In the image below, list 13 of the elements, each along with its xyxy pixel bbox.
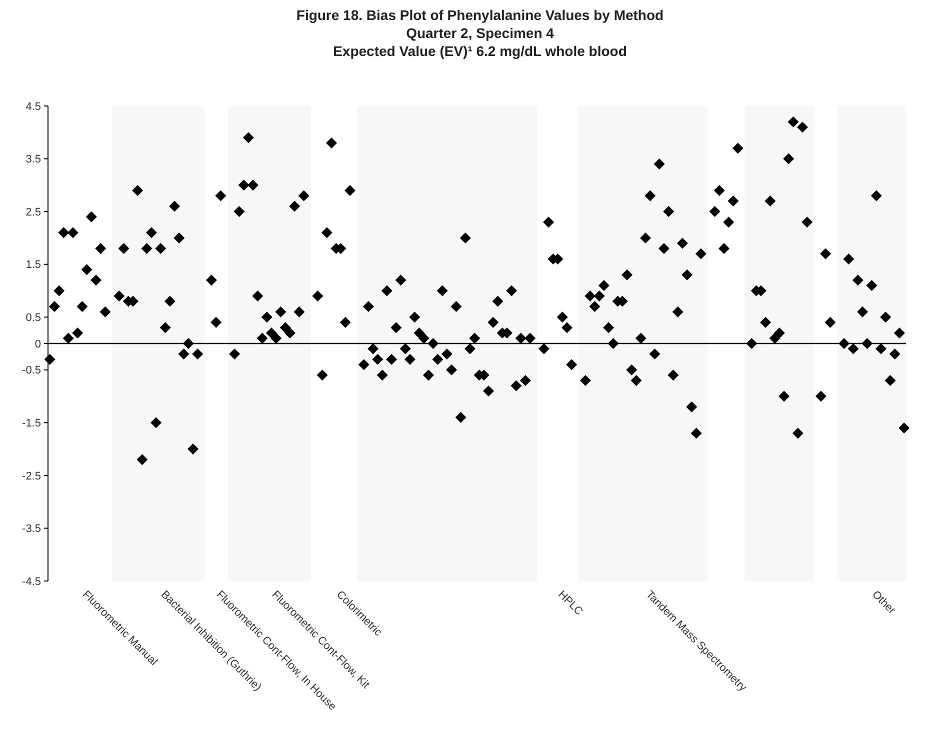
y-tick-label: -2.5: [22, 470, 41, 482]
y-tick-label: 2.5: [26, 206, 41, 218]
y-tick-label: 4.5: [26, 100, 41, 113]
chart-subtitle: Quarter 2, Specimen 4 Expected Value (EV)¹ 6.2 mg/dL whole blood: [333, 25, 627, 59]
y-tick-label: 0: [34, 338, 41, 350]
y-tick-label: 0.5: [26, 312, 41, 324]
y-tick-label: -1.5: [22, 418, 41, 430]
chart-title: Figure 18. Bias Plot of Phenylalanine Values by Method: [296, 7, 664, 23]
y-tick-label: -3.5: [22, 523, 41, 536]
y-tick-label: 1.5: [26, 259, 41, 272]
y-tick-label: -4.5: [22, 576, 41, 588]
y-tick-label: 3.5: [26, 154, 41, 166]
y-tick-label: -0.5: [22, 364, 41, 377]
